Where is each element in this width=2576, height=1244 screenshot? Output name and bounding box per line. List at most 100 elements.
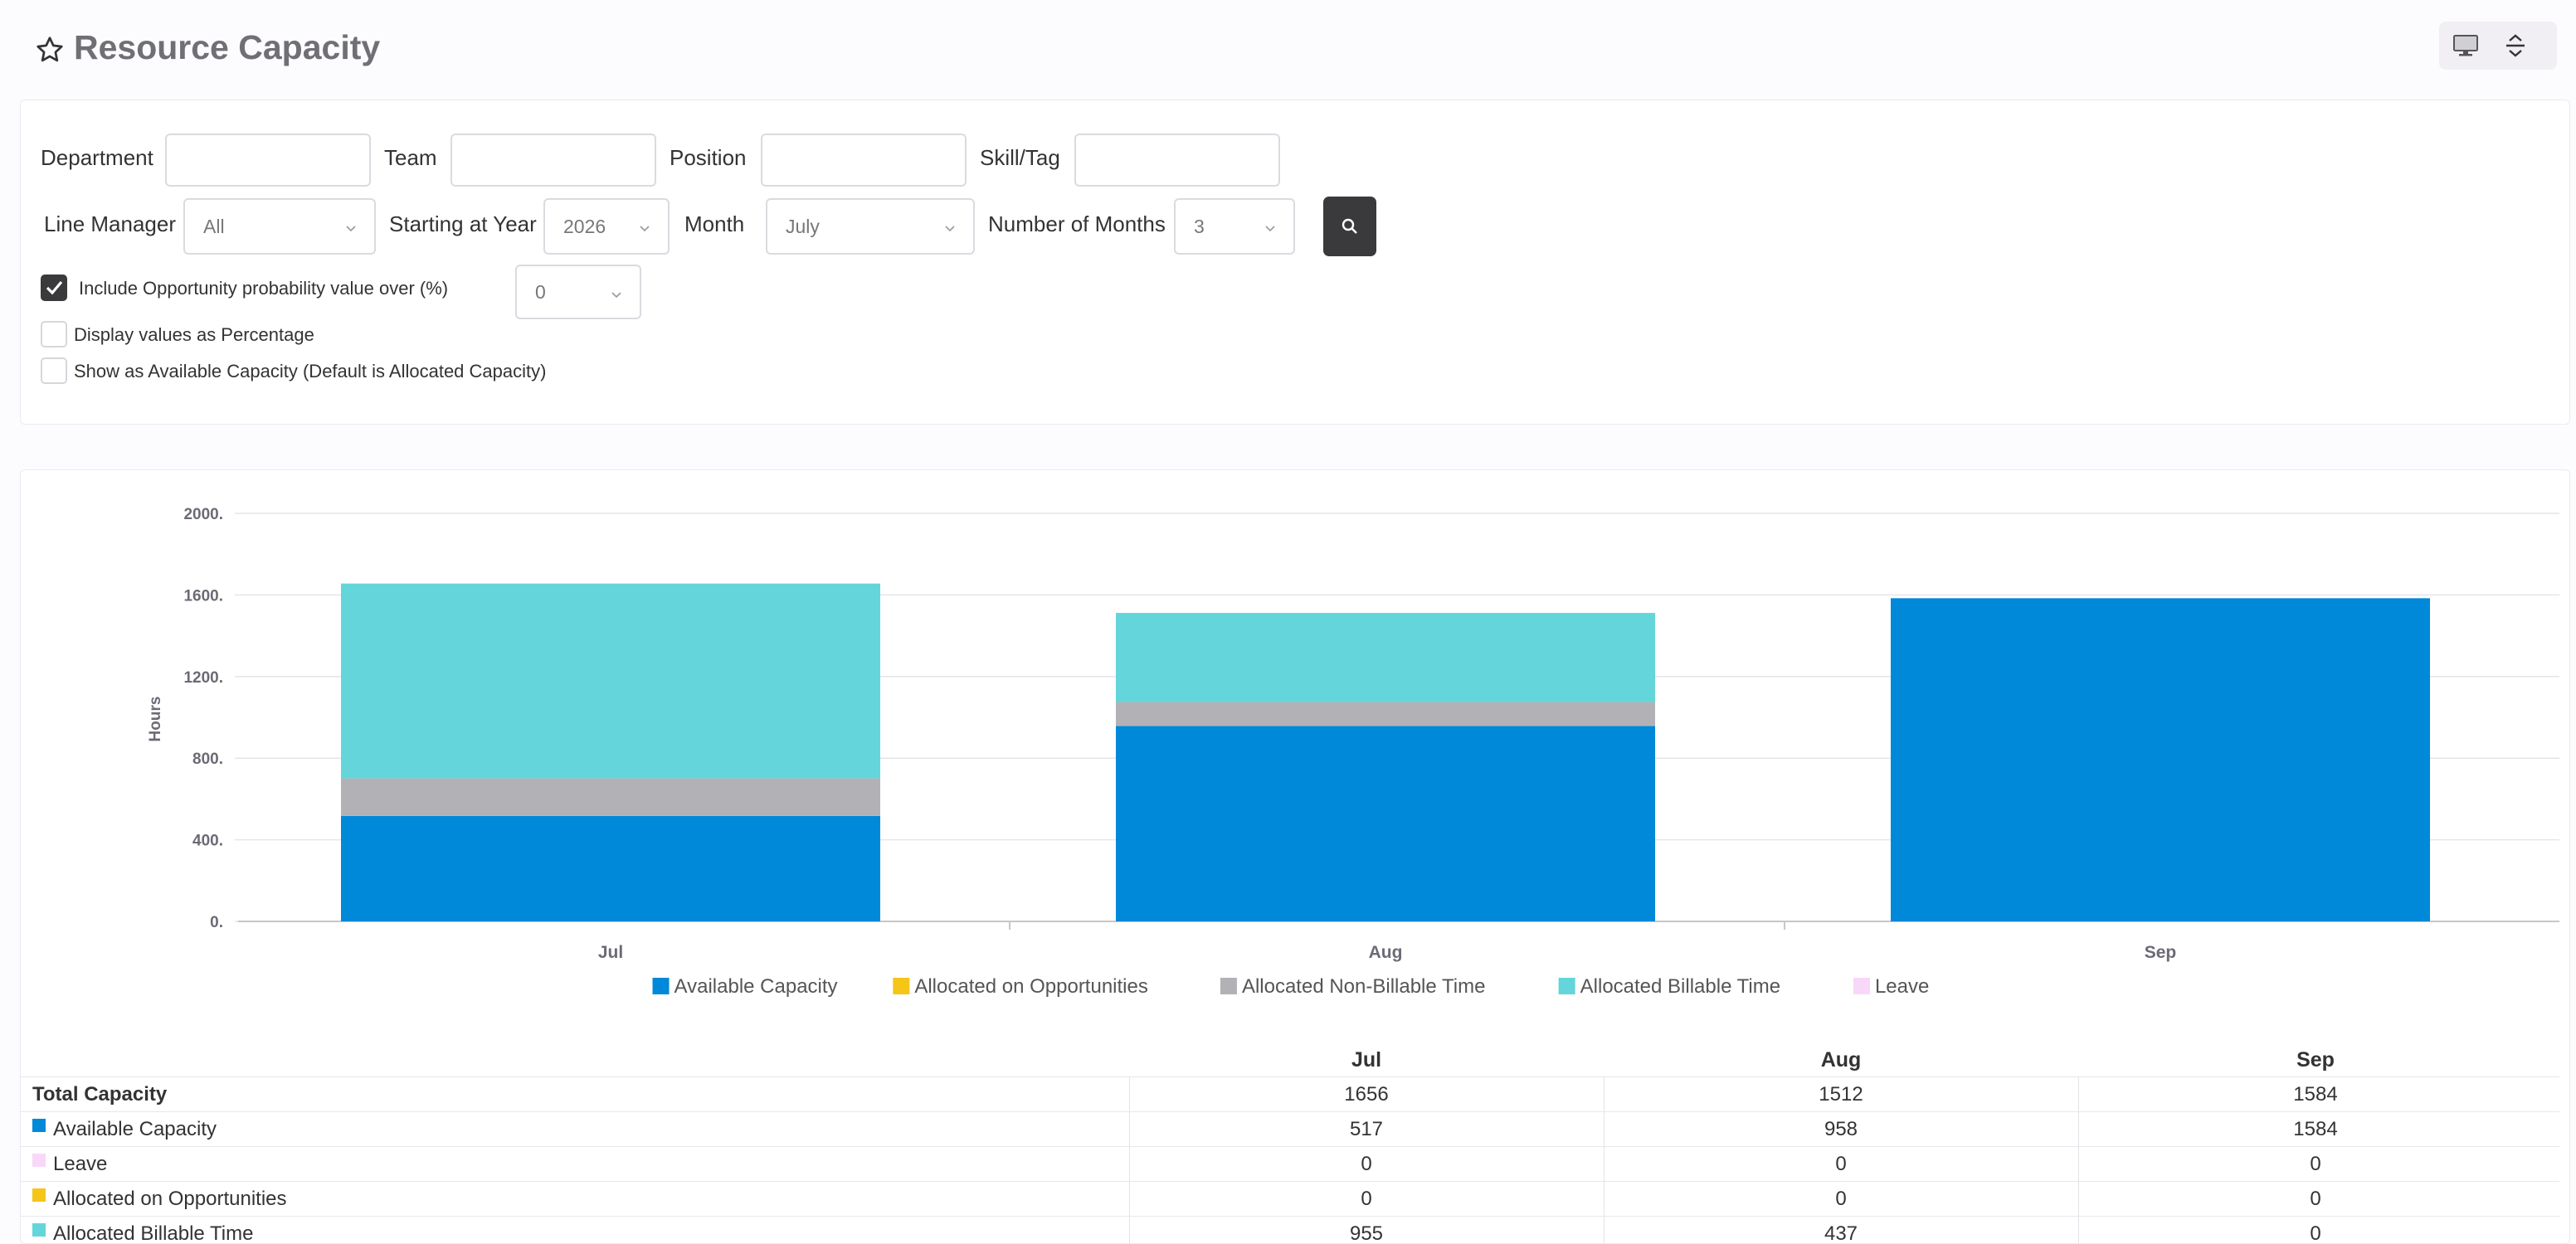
available-capacity-label: Show as Available Capacity (Default is A…	[74, 361, 547, 381]
column-divider	[1604, 1147, 1605, 1182]
line-manager-value: All	[203, 215, 225, 237]
opportunity-threshold-select[interactable]: 0	[515, 265, 641, 319]
chevron-down-icon	[611, 292, 621, 299]
number-of-months-select[interactable]: 3	[1174, 198, 1295, 255]
row-label-text: Available Capacity	[53, 1118, 217, 1140]
bar-allocated-billable-time-jul	[341, 583, 880, 779]
cell-jul: 1656	[1344, 1083, 1389, 1106]
table-row: Allocated on Opportunities 0 0 0	[21, 1182, 2559, 1217]
line-manager-label: Line Manager	[44, 211, 176, 236]
legend-swatch	[893, 978, 910, 994]
column-divider	[1129, 1217, 1130, 1243]
month-value: July	[786, 215, 820, 237]
table-row: Allocated Billable Time 955 437 0	[21, 1217, 2559, 1244]
cell-jul: 955	[1349, 1222, 1384, 1244]
legend-item: Leave	[1875, 975, 1929, 998]
skill-tag-label: Skill/Tag	[980, 145, 1060, 170]
display-percentage-label: Display values as Percentage	[74, 324, 314, 345]
opportunity-threshold-value: 0	[535, 280, 546, 303]
table-row: Total Capacity 1656 1512 1584	[21, 1077, 2559, 1112]
bar-allocated-non-billable-time-jul	[341, 778, 880, 816]
row-label: Allocated Billable Time	[32, 1217, 254, 1244]
column-divider	[2078, 1147, 2079, 1182]
chevron-down-icon	[346, 226, 356, 232]
cell-aug: 1512	[1819, 1083, 1863, 1106]
header-toolbar	[2439, 22, 2557, 70]
cell-jul: 517	[1349, 1118, 1384, 1140]
cell-sep: 0	[2310, 1222, 2321, 1244]
cell-aug: 0	[1835, 1188, 1847, 1210]
column-divider	[1604, 1182, 1605, 1217]
table-header-row: Jul Aug Sep	[21, 1042, 2559, 1077]
column-divider	[1129, 1112, 1130, 1147]
legend-swatch	[1853, 978, 1870, 994]
legend-item: Available Capacity	[674, 975, 838, 998]
position-label: Position	[670, 145, 747, 170]
department-label: Department	[41, 145, 153, 170]
display-percentage-checkbox[interactable]	[41, 321, 67, 347]
line-manager-select[interactable]: All	[183, 198, 376, 255]
column-header-aug: Aug	[1820, 1048, 1862, 1071]
legend-item: Allocated Billable Time	[1580, 975, 1780, 998]
column-divider	[1604, 1077, 1605, 1112]
cell-aug: 958	[1824, 1118, 1858, 1140]
y-tick-label: 1200.	[183, 669, 223, 687]
search-button[interactable]	[1323, 197, 1376, 256]
expand-collapse-icon[interactable]	[2499, 30, 2532, 61]
chevron-down-icon	[1265, 226, 1275, 232]
month-label: Month	[684, 211, 745, 236]
row-label-text: Allocated Billable Time	[53, 1222, 254, 1244]
cell-sep: 0	[2310, 1188, 2321, 1210]
row-label: Allocated on Opportunities	[32, 1182, 287, 1217]
monitor-icon[interactable]	[2449, 30, 2482, 61]
table-row: Leave 0 0 0	[21, 1147, 2559, 1182]
chart-panel: 0. 400. 800. 1200. 1600. 2000. Hours Jul Aug Sep A…	[20, 469, 2570, 1244]
row-label-text: Allocated on Opportunities	[53, 1188, 287, 1210]
cell-sep: 0	[2310, 1153, 2321, 1175]
column-divider	[2078, 1077, 2079, 1112]
starting-year-label: Starting at Year	[389, 211, 537, 236]
capacity-chart: 0. 400. 800. 1200. 1600. 2000. Hours Jul Aug Sep A…	[147, 506, 2559, 998]
filter-panel: Department Team Position Skill/Tag Line …	[20, 100, 2570, 425]
row-label: Total Capacity	[32, 1077, 167, 1112]
legend-swatch	[652, 978, 670, 994]
include-opportunity-checkbox[interactable]	[41, 275, 67, 301]
bar-available-capacity-jul	[341, 815, 880, 921]
bar-allocated-billable-time-aug	[1116, 613, 1655, 702]
row-label: Available Capacity	[32, 1112, 217, 1147]
available-capacity-checkbox[interactable]	[41, 357, 67, 384]
cell-sep: 1584	[2293, 1118, 2338, 1140]
bar-allocated-non-billable-time-aug	[1116, 702, 1655, 726]
column-divider	[2078, 1182, 2079, 1217]
cell-sep: 1584	[2293, 1083, 2338, 1106]
y-tick-label: 400.	[192, 833, 223, 850]
column-divider	[2078, 1112, 2079, 1147]
cell-jul: 0	[1361, 1188, 1372, 1210]
starting-year-select[interactable]: 2026	[543, 198, 670, 255]
bar-available-capacity-sep	[1891, 598, 2430, 921]
include-opportunity-label: Include Opportunity probability value ov…	[79, 278, 449, 299]
column-divider	[2078, 1217, 2079, 1243]
team-label: Team	[384, 145, 437, 170]
row-swatch	[32, 1188, 46, 1202]
cell-aug: 437	[1824, 1222, 1858, 1244]
team-input[interactable]	[450, 134, 656, 187]
column-divider	[1604, 1112, 1605, 1147]
x-tick-label: Sep	[2145, 943, 2177, 962]
x-tick-label: Jul	[598, 943, 623, 962]
y-tick-label: 800.	[192, 751, 223, 768]
cell-aug: 0	[1835, 1153, 1847, 1175]
skill-tag-input[interactable]	[1074, 134, 1280, 187]
starting-year-value: 2026	[563, 215, 606, 237]
star-outline-icon[interactable]	[35, 35, 65, 65]
row-swatch	[32, 1119, 46, 1132]
search-icon	[1342, 218, 1357, 234]
cell-jul: 0	[1361, 1153, 1372, 1175]
number-of-months-value: 3	[1194, 215, 1205, 237]
row-label-text: Total Capacity	[32, 1083, 168, 1106]
department-input[interactable]	[165, 134, 371, 187]
position-input[interactable]	[761, 134, 967, 187]
number-of-months-label: Number of Months	[988, 211, 1166, 236]
month-select[interactable]: July	[766, 198, 975, 255]
column-divider	[1129, 1182, 1130, 1217]
